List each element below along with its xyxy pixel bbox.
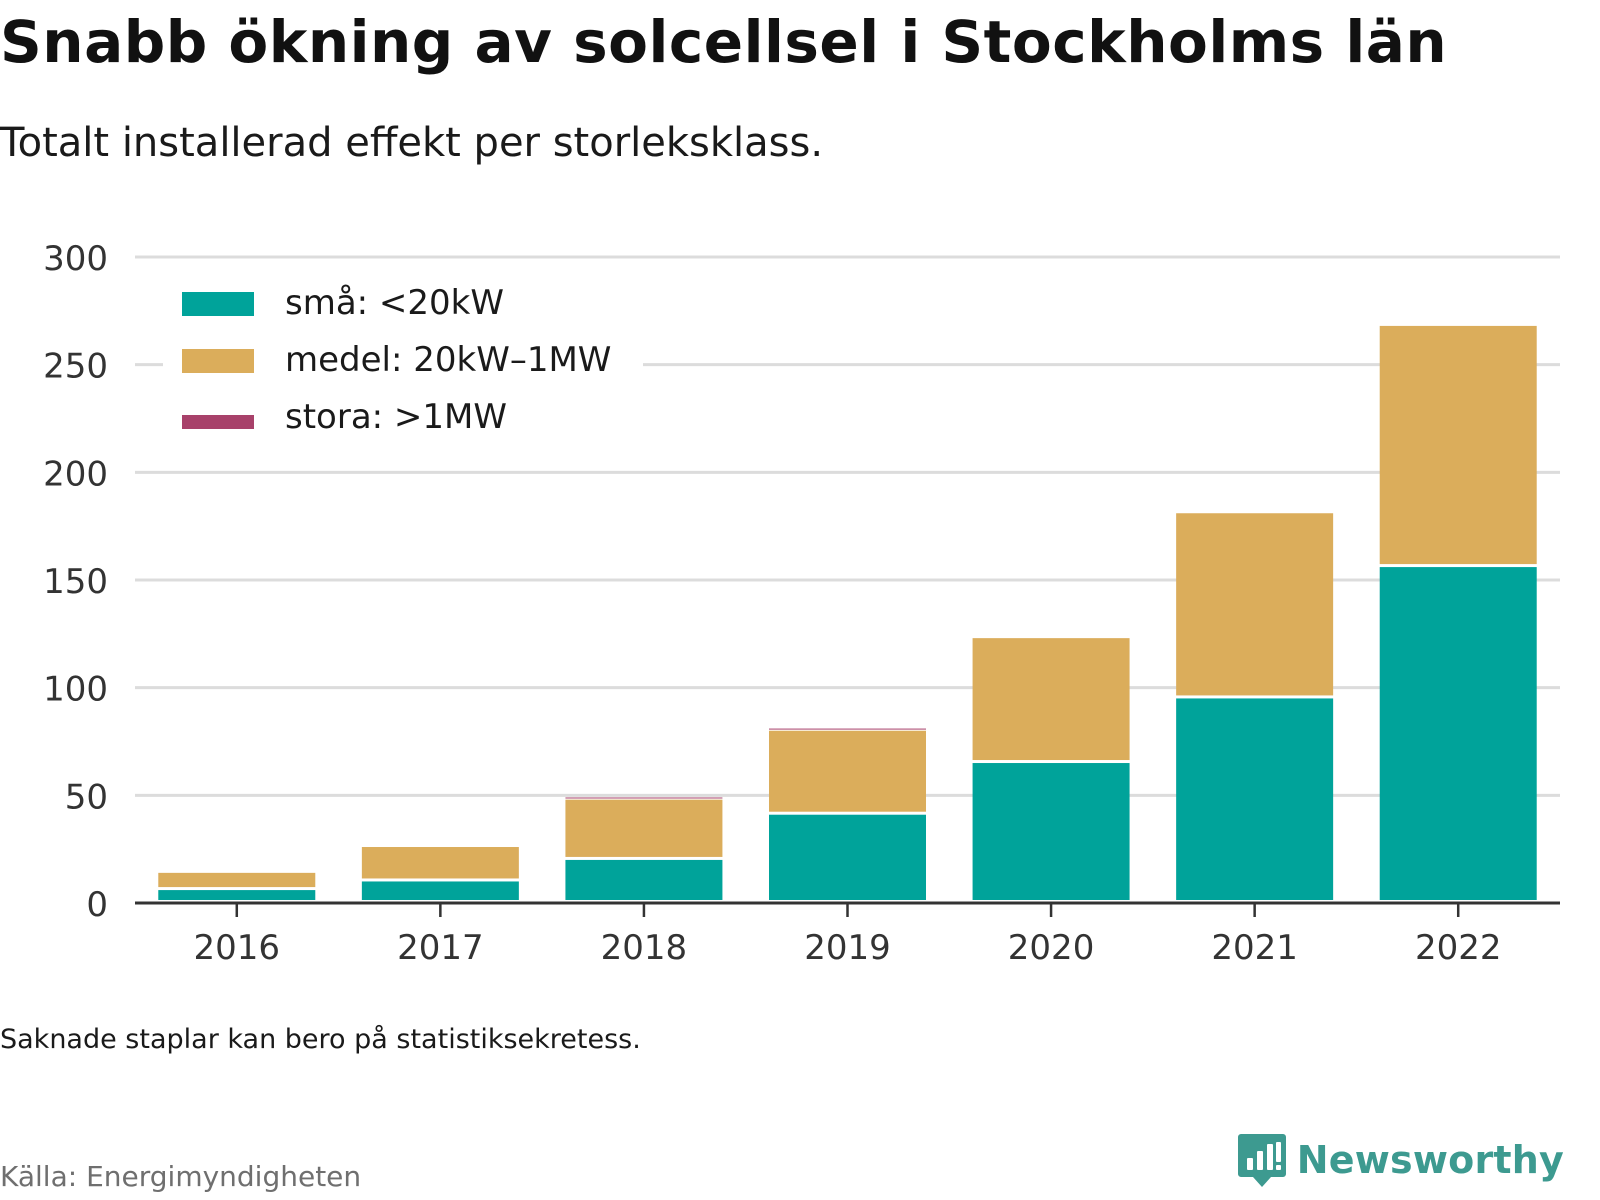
chart-subtitle: Totalt installerad effekt per storlekskl…	[0, 120, 824, 166]
bar-chart-speech-bubble-icon	[1237, 1134, 1286, 1187]
x-tick-label: 2022	[1415, 928, 1502, 968]
y-tick-label: 200	[43, 454, 108, 494]
source-credit: Källa: Energimyndigheten	[0, 1160, 362, 1193]
bar-segment	[361, 881, 519, 900]
y-tick-label: 250	[43, 347, 108, 387]
legend-label: medel: 20kW–1MW	[285, 340, 611, 380]
y-tick-label: 100	[43, 670, 108, 710]
bar-segment	[158, 872, 316, 888]
bar-segment	[769, 814, 926, 900]
x-axis: 2016 2017 2018 2019 2020 2021 2022	[135, 901, 1560, 968]
bar-segment	[565, 797, 723, 799]
legend: små: <20kW medel: 20kW–1MW stora: >1MW	[163, 268, 643, 437]
bar-segment	[972, 638, 1130, 761]
bar-segment	[1379, 567, 1537, 900]
bar-segment	[1379, 325, 1537, 565]
y-tick-label: 150	[43, 562, 108, 602]
bar-segment	[1176, 698, 1334, 900]
x-tick-label: 2020	[1008, 928, 1095, 968]
y-tick-label: 0	[86, 885, 108, 925]
bar-segment	[565, 799, 723, 857]
bar-segment	[972, 763, 1130, 900]
x-tick-label: 2016	[194, 928, 281, 968]
footnote: Saknade staplar kan bero på statistiksek…	[0, 1024, 641, 1055]
y-tick-label: 300	[43, 239, 108, 279]
legend-swatch	[182, 292, 254, 316]
x-tick-label: 2017	[397, 928, 484, 968]
bar-segment	[565, 859, 723, 900]
x-tick-label: 2018	[601, 928, 688, 968]
legend-swatch	[182, 415, 254, 429]
x-tick-label: 2019	[804, 928, 891, 968]
y-axis-ticks: 0 50 100 150 200 250 300	[43, 239, 108, 925]
x-tick-label: 2021	[1211, 928, 1298, 968]
bar-segment	[1176, 513, 1334, 696]
chart-title: Snabb ökning av solcellsel i Stockholms …	[0, 8, 1448, 76]
legend-label: stora: >1MW	[285, 397, 507, 437]
y-tick-label: 50	[65, 777, 108, 817]
bar-segment	[769, 730, 926, 812]
bar-segment	[361, 847, 519, 879]
bar-segment	[769, 728, 926, 730]
bar-segment	[158, 890, 316, 900]
legend-swatch	[182, 349, 254, 373]
brand-logo: Newsworthy	[1237, 1132, 1564, 1188]
bars	[158, 325, 1537, 900]
legend-label: små: <20kW	[285, 283, 504, 323]
brand-name: Newsworthy	[1296, 1138, 1564, 1182]
